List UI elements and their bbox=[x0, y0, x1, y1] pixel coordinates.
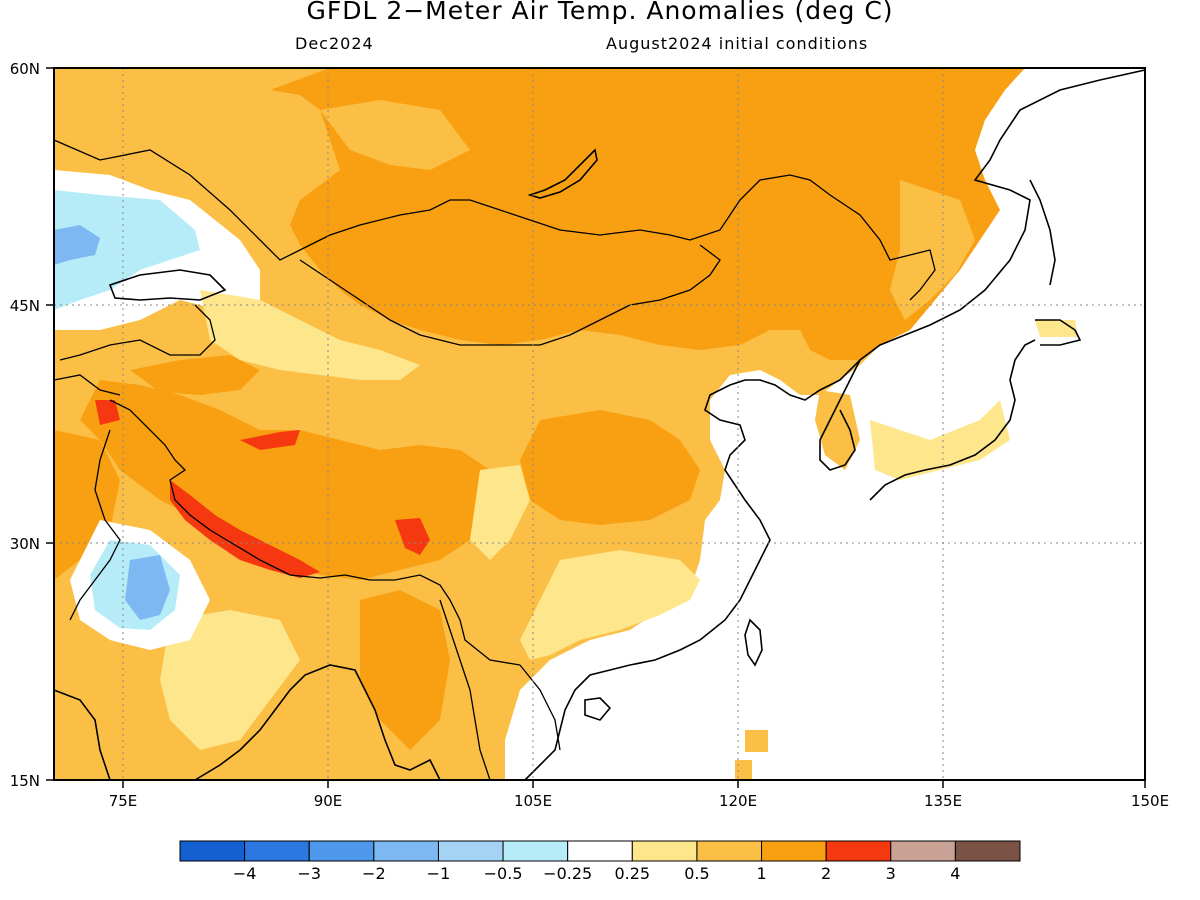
coastline-east-asia bbox=[524, 69, 1145, 780]
region-pakistan-orange bbox=[54, 430, 120, 580]
colorbar-swatch bbox=[373, 840, 439, 862]
colorbar-swatch bbox=[761, 840, 827, 862]
border-russia-china-mongolia bbox=[54, 139, 936, 301]
colorbar-swatch bbox=[308, 840, 375, 862]
colorbar-swatch bbox=[890, 840, 956, 862]
lon-tick-label: 150E bbox=[1131, 792, 1169, 810]
border-afghanistan bbox=[54, 374, 121, 396]
region-japan-yellow bbox=[870, 400, 1010, 480]
region-mongolia-yellow bbox=[200, 290, 420, 380]
region-tibet-orange bbox=[80, 380, 490, 580]
colorbar-label: 3 bbox=[886, 864, 896, 883]
colorbar-label: 2 bbox=[821, 864, 831, 883]
lon-tick-label: 90E bbox=[314, 792, 343, 810]
region-pamir-red bbox=[95, 400, 120, 425]
colorbar-swatch bbox=[825, 840, 892, 862]
lon-tick-label: 135E bbox=[924, 792, 962, 810]
coastlines bbox=[54, 69, 1145, 780]
colorbar-swatch bbox=[954, 840, 1021, 862]
colorbar-label: 1 bbox=[756, 864, 766, 883]
region-rajasthan-blue bbox=[125, 555, 170, 620]
region-far-east-light bbox=[890, 180, 975, 320]
border-india-pakistan bbox=[69, 429, 121, 621]
coastline-baikal bbox=[527, 148, 598, 199]
region-sichuan-yellow bbox=[470, 465, 530, 560]
colorbar-swatch bbox=[179, 840, 246, 862]
lat-tick-label: 15N bbox=[10, 772, 40, 790]
region-north-light-strip bbox=[320, 100, 470, 170]
colorbar: −4 −3 −2 −1 −0.5 −0.25 0.25 0.5 1 2 3 4 bbox=[179, 840, 1021, 883]
colorbar-swatch bbox=[631, 840, 698, 862]
colorbar-label: 4 bbox=[950, 864, 960, 883]
coastline-taiwan bbox=[744, 618, 763, 667]
region-central-orange bbox=[520, 410, 700, 525]
page-title: GFDL 2−Meter Air Temp. Anomalies (deg C) bbox=[306, 0, 894, 25]
coastline-hainan bbox=[584, 697, 612, 721]
colorbar-label: 0.25 bbox=[614, 864, 650, 883]
region-india-yellow bbox=[160, 610, 300, 750]
region-kazakh-lightblue bbox=[54, 190, 200, 310]
lat-tick-label: 30N bbox=[10, 535, 40, 553]
colorbar-label: −2 bbox=[362, 864, 386, 883]
coastline-korea bbox=[819, 359, 861, 471]
colorbar-label: −1 bbox=[427, 864, 451, 883]
border-kazakh-china bbox=[59, 304, 216, 361]
plot-frame bbox=[53, 67, 1146, 781]
region-tarim-orange bbox=[130, 355, 260, 395]
border-himalaya bbox=[109, 399, 521, 666]
colorbar-label: −3 bbox=[297, 864, 321, 883]
region-luzon-orange bbox=[735, 760, 752, 780]
border-indochina bbox=[439, 599, 561, 780]
valid-month: Dec2024 bbox=[295, 34, 374, 53]
colorbar-swatch bbox=[567, 840, 633, 862]
lon-tick-label: 105E bbox=[514, 792, 552, 810]
lon-tick-label: 75E bbox=[109, 792, 138, 810]
colorbar-swatch bbox=[696, 840, 763, 862]
lat-tick-label: 60N bbox=[10, 60, 40, 78]
lat-tick-label: 45N bbox=[10, 297, 40, 315]
colorbar-label: −4 bbox=[233, 864, 257, 883]
coastline-caspian-balkhash bbox=[108, 269, 227, 301]
region-himalaya-red-east bbox=[395, 518, 430, 555]
lon-tick-label: 120E bbox=[719, 792, 757, 810]
colorbar-label: −0.5 bbox=[484, 864, 523, 883]
border-mongolia-china bbox=[299, 244, 721, 346]
colorbar-label: 0.5 bbox=[684, 864, 709, 883]
coastline-sakhalin bbox=[1029, 179, 1056, 286]
coastline-india bbox=[54, 664, 441, 780]
region-himalaya-red bbox=[170, 480, 320, 578]
tick-marks bbox=[46, 67, 1146, 788]
colorbar-swatch bbox=[244, 840, 310, 862]
colorbar-swatch bbox=[437, 840, 504, 862]
region-south-india-orange bbox=[360, 590, 450, 750]
init-conditions: August2024 initial conditions bbox=[606, 34, 869, 53]
region-taiwan-orange bbox=[745, 730, 768, 752]
country-borders bbox=[54, 139, 936, 780]
anomaly-field bbox=[54, 68, 1145, 780]
coastline-japan bbox=[869, 319, 1082, 501]
lon-tick-labels: 75E 90E 105E 120E 135E 150E bbox=[109, 792, 1169, 810]
colorbar-label: −0.25 bbox=[543, 864, 592, 883]
gridlines bbox=[54, 68, 1145, 780]
region-tibet-red-patch bbox=[240, 430, 300, 450]
region-kazakh-blue bbox=[54, 225, 100, 265]
colorbar-swatch bbox=[502, 840, 569, 862]
region-korea-orange bbox=[815, 390, 860, 470]
region-south-china-yellow bbox=[520, 550, 700, 660]
lat-tick-labels: 60N 45N 30N 15N bbox=[10, 60, 40, 790]
